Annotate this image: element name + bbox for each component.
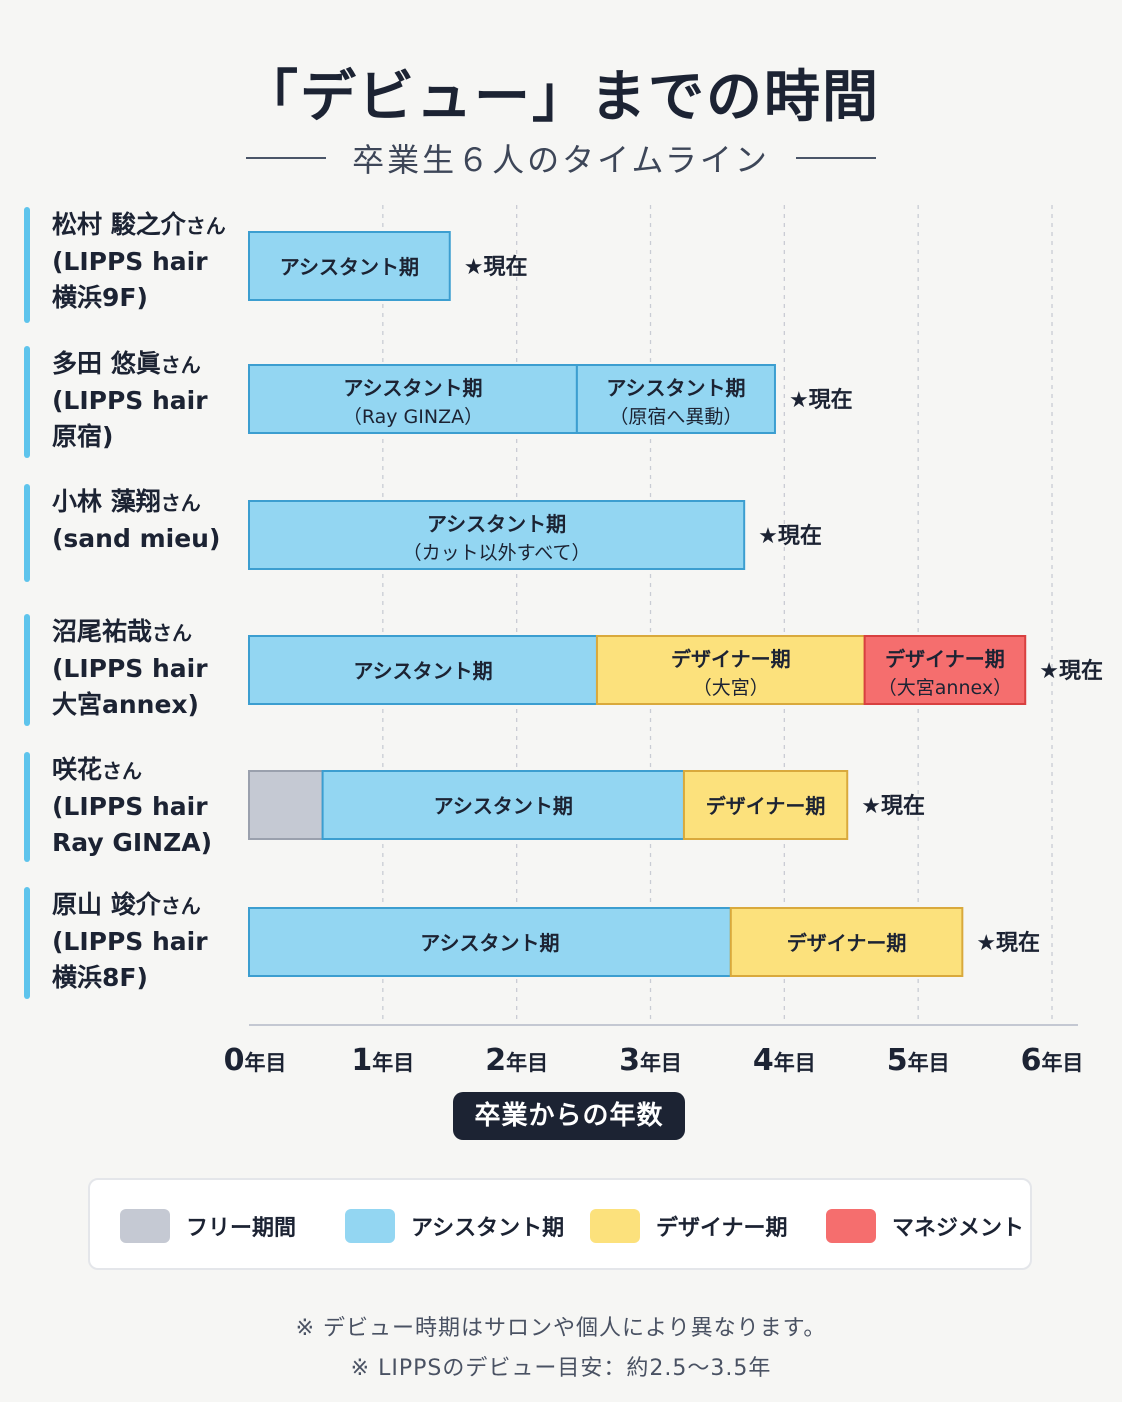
segment-label: アシスタント期 [427, 512, 566, 536]
row-label-accent [24, 484, 30, 582]
note-2: ※ LIPPSのデビュー目安：約2.5〜3.5年 [350, 1356, 772, 1381]
segment-bar-assistant [248, 907, 732, 977]
segment-label: デザイナー期 [885, 647, 1005, 671]
segment-bar-assistant [575, 364, 776, 434]
legend-swatch [120, 1209, 170, 1243]
legend: フリー期間 アシスタント期 デザイナー期 マネジメント [88, 1178, 1032, 1270]
person-name: 松村 駿之介 [52, 210, 186, 239]
legend-item-free: フリー期間 [120, 1208, 296, 1244]
person-affiliation: (LIPPS hair 横浜8F) [52, 927, 208, 992]
x-tick-label: 3年目 [619, 1043, 682, 1078]
current-marker: ★現在 [1039, 658, 1103, 684]
legend-swatch [345, 1209, 395, 1243]
person-affiliation: (sand mieu) [52, 524, 221, 553]
row-label: 松村 駿之介さん (LIPPS hair 横浜9F) [24, 207, 244, 323]
x-axis-label: 卒業からの年数 [453, 1092, 685, 1140]
segment-bar-free [248, 770, 324, 840]
person-affiliation: (LIPPS hair 大宮annex) [52, 654, 208, 719]
row-label: 沼尾祐哉さん (LIPPS hair 大宮annex) [24, 614, 244, 726]
current-marker: ★現在 [976, 930, 1040, 956]
honorific: さん [160, 491, 201, 515]
segment-label: アシスタント期 [606, 376, 745, 400]
segment-sublabel: （大宮annex） [878, 677, 1012, 699]
segment-label: アシスタント期 [280, 255, 419, 279]
segment-bar-designer [595, 635, 866, 705]
subtitle-row: 卒業生６人のタイムライン [0, 136, 1122, 180]
legend-label: フリー期間 [186, 1216, 297, 1241]
page-title: 「デビュー」までの時間 [242, 65, 880, 130]
honorific: さん [185, 214, 226, 238]
honorific: さん [160, 353, 201, 377]
x-tick-label: 5年目 [887, 1043, 950, 1078]
row-label: 咲花さん (LIPPS hair Ray GINZA) [24, 752, 244, 862]
segment-bar-designer [729, 907, 964, 977]
segment-sublabel: （大宮） [693, 677, 769, 699]
person-affiliation: (LIPPS hair 原宿) [52, 386, 208, 451]
row-label-accent [24, 614, 30, 726]
person-name: 沼尾祐哉 [52, 617, 153, 646]
person-name: 小林 藻翔 [52, 487, 161, 516]
row-label: 原山 竣介さん (LIPPS hair 横浜8F) [24, 887, 244, 999]
row-label-accent [24, 752, 30, 862]
current-marker: ★現在 [758, 523, 822, 549]
legend-label: デザイナー期 [656, 1216, 788, 1241]
segment-bar-assistant [248, 231, 451, 301]
x-tick-label: 6年目 [1021, 1043, 1084, 1078]
legend-label: アシスタント期 [411, 1216, 565, 1241]
row-label-accent [24, 346, 30, 458]
segment-label: デザイナー期 [706, 794, 826, 818]
row-label: 小林 藻翔さん (sand mieu) [24, 484, 244, 582]
legend-swatch [826, 1209, 876, 1243]
legend-item-designer: デザイナー期 [590, 1208, 788, 1244]
segment-label: アシスタント期 [434, 794, 573, 818]
current-marker: ★現在 [861, 793, 925, 819]
person-name: 咲花 [52, 755, 103, 784]
segment-bar-management [863, 635, 1027, 705]
subtitle-rule-right [795, 157, 876, 159]
honorific: さん [102, 759, 143, 783]
x-tick-label: 2年目 [485, 1043, 548, 1078]
current-marker: ★現在 [464, 254, 528, 280]
segment-bar-assistant [248, 635, 598, 705]
person-name: 多田 悠眞 [52, 349, 161, 378]
segment-bar-designer [682, 770, 849, 840]
row-label: 多田 悠眞さん (LIPPS hair 原宿) [24, 346, 244, 458]
x-tick-label: 0年目 [224, 1043, 287, 1078]
note-1: ※ デビュー時期はサロンや個人により異なります。 [295, 1316, 827, 1341]
segment-bar-assistant [248, 364, 578, 434]
person-affiliation: (LIPPS hair 横浜9F) [52, 247, 208, 312]
row-label-accent [24, 207, 30, 323]
segment-label: デザイナー期 [671, 647, 791, 671]
legend-item-assistant: アシスタント期 [345, 1208, 564, 1244]
segment-label: アシスタント期 [420, 931, 559, 955]
honorific: さん [152, 621, 193, 645]
segment-bar-assistant [248, 500, 746, 570]
person-affiliation: (LIPPS hair Ray GINZA) [52, 792, 212, 857]
current-marker: ★現在 [789, 387, 853, 413]
honorific: さん [160, 894, 201, 918]
segment-label: アシスタント期 [343, 376, 482, 400]
segment-sublabel: （Ray GINZA） [343, 406, 483, 428]
segment-sublabel: （カット以外すべて） [403, 542, 591, 564]
legend-label: マネジメント [892, 1216, 1025, 1241]
legend-swatch [590, 1209, 640, 1243]
segment-label: デザイナー期 [787, 931, 907, 955]
segment-sublabel: （原宿へ異動） [609, 406, 742, 428]
x-tick-label: 1年目 [351, 1043, 414, 1078]
segment-bar-assistant [321, 770, 685, 840]
segment-label: アシスタント期 [353, 659, 492, 683]
legend-item-management: マネジメント [826, 1208, 1024, 1244]
person-name: 原山 竣介 [52, 890, 161, 919]
page-subtitle: 卒業生６人のタイムライン [352, 141, 770, 179]
row-label-accent [24, 887, 30, 999]
subtitle-rule-left [246, 157, 327, 159]
x-tick-label: 4年目 [753, 1043, 816, 1078]
